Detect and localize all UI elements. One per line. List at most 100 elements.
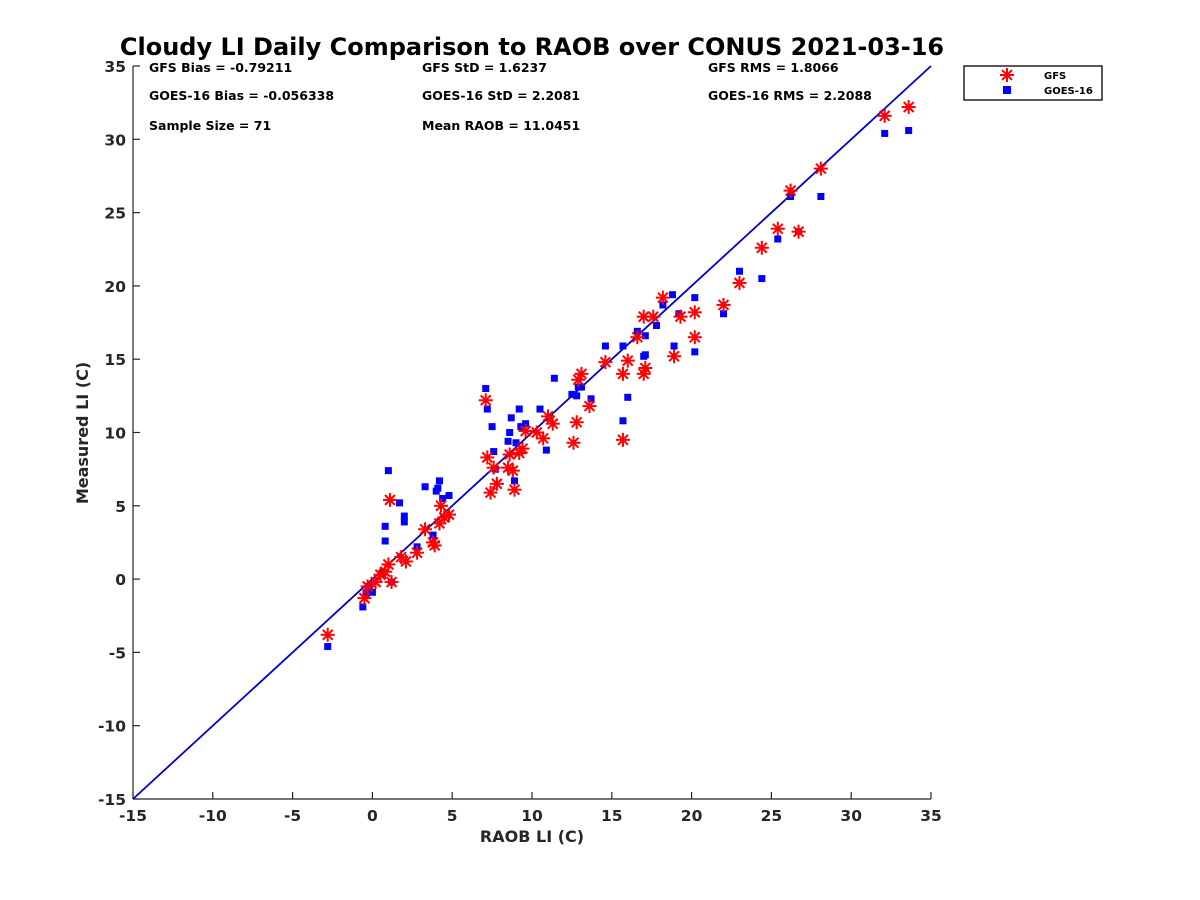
- goes-16-point: [510, 477, 518, 485]
- x-axis-label: RAOB LI (C): [480, 827, 584, 846]
- goes-16-point: [439, 494, 447, 502]
- y-tick-label: 5: [115, 498, 126, 516]
- goes-16-point: [905, 127, 913, 135]
- goes-16-point: [641, 332, 649, 340]
- gfs-point: [486, 460, 501, 475]
- y-tick-label: -10: [98, 718, 126, 736]
- goes-16-point: [720, 310, 728, 318]
- gfs-point: [540, 409, 555, 424]
- gfs-point: [418, 522, 433, 537]
- legend-gfs-marker-icon: [1000, 68, 1014, 82]
- goes-std-stat: GOES-16 StD = 2.2081: [422, 88, 580, 103]
- goes-16-point: [507, 414, 515, 422]
- x-tick-label: 15: [601, 807, 623, 825]
- goes-16-point: [384, 467, 392, 475]
- gfs-point: [507, 482, 522, 497]
- gfs-point: [598, 355, 613, 370]
- x-tick-label: 25: [761, 807, 783, 825]
- goes-16-point: [506, 429, 514, 436]
- gfs-point: [667, 349, 682, 364]
- goes-16-point: [434, 484, 442, 492]
- gfs-point: [410, 545, 425, 560]
- gfs-point: [813, 161, 828, 176]
- goes-16-point: [362, 590, 370, 598]
- goes-16-point: [670, 342, 678, 350]
- gfs-point: [382, 492, 397, 507]
- goes-16-point: [659, 301, 667, 309]
- goes-16-point: [504, 437, 512, 445]
- gfs-point: [480, 450, 495, 465]
- goes-16-point: [483, 405, 491, 413]
- goes-16-point: [624, 393, 632, 401]
- gfs-point: [489, 476, 504, 491]
- y-tick-label: -5: [109, 644, 126, 662]
- statistics-block: GFS Bias = -0.79211 GFS StD = 1.6237 GFS…: [149, 60, 872, 133]
- goes-16-point: [515, 405, 523, 413]
- gfs-point: [320, 627, 335, 642]
- gfs-point: [357, 591, 372, 606]
- legend: GFS GOES-16: [963, 65, 1103, 101]
- gfs-point: [620, 353, 635, 368]
- gfs-point: [655, 290, 670, 305]
- gfs-point: [502, 447, 517, 462]
- y-axis-ticks: -15 -10 -5 0 5 10 15 20 25 30 35: [98, 58, 140, 809]
- gfs-point: [638, 360, 653, 375]
- goes-16-point: [577, 383, 585, 391]
- goes-16-point: [691, 348, 699, 356]
- gfs-point: [569, 415, 584, 430]
- gfs-point: [687, 305, 702, 320]
- legend-gfs-label: GFS: [1044, 71, 1066, 82]
- goes-16-point: [691, 294, 699, 302]
- gfs-point: [518, 424, 533, 439]
- y-tick-label: 15: [104, 351, 126, 369]
- x-tick-label: -5: [284, 807, 301, 825]
- y-tick-label: 30: [104, 131, 126, 149]
- gfs-std-stat: GFS StD = 1.6237: [422, 60, 547, 75]
- goes-16-point: [381, 522, 389, 530]
- gfs-point: [673, 309, 688, 324]
- goes-16-point: [601, 342, 609, 350]
- gfs-point: [545, 416, 560, 431]
- gfs-point: [877, 108, 892, 123]
- y-tick-label: 20: [104, 278, 126, 296]
- gfs-point: [615, 366, 630, 381]
- gfs-point: [754, 240, 769, 255]
- gfs-point: [515, 441, 530, 456]
- y-tick-label: 10: [104, 425, 126, 443]
- goes-16-point: [435, 477, 443, 485]
- goes-bias-stat: GOES-16 Bias = -0.056338: [149, 88, 334, 103]
- goes-16-point: [568, 390, 576, 398]
- goes-16-point: [324, 643, 332, 651]
- legend-box: [963, 65, 1103, 101]
- gfs-point: [732, 275, 747, 290]
- gfs-point: [381, 557, 396, 572]
- goes-16-point: [490, 448, 498, 456]
- goes-16-point: [445, 492, 453, 500]
- gfs-point: [368, 575, 383, 590]
- gfs-point: [427, 538, 442, 553]
- goes-16-point: [619, 342, 627, 350]
- goes-rms-stat: GOES-16 RMS = 2.2088: [708, 88, 872, 103]
- goes-16-point: [368, 588, 376, 596]
- chart-title: Cloudy LI Daily Comparison to RAOB over …: [120, 33, 944, 61]
- y-axis-label: Measured LI (C): [73, 362, 92, 504]
- goes-16-point: [488, 423, 496, 431]
- goes-16-point: [512, 439, 520, 447]
- gfs-point: [478, 393, 493, 408]
- x-tick-label: -10: [199, 807, 227, 825]
- x-tick-label: 0: [367, 807, 378, 825]
- legend-goes-marker-icon: [1003, 86, 1011, 94]
- gfs-bias-stat: GFS Bias = -0.79211: [149, 60, 292, 75]
- gfs-series: [320, 100, 916, 642]
- legend-gfs-asterisk-icon: [1000, 68, 1014, 82]
- goes-16-point: [429, 531, 437, 539]
- y-tick-label: 0: [115, 571, 126, 589]
- gfs-point: [536, 431, 551, 446]
- goes-16-point: [522, 420, 530, 428]
- goes-16-point: [381, 537, 389, 545]
- x-tick-label: 20: [681, 807, 703, 825]
- goes-16-point: [396, 499, 404, 507]
- y-tick-label: 35: [104, 58, 126, 76]
- goes-16-point: [573, 392, 581, 400]
- x-tick-label: 30: [840, 807, 862, 825]
